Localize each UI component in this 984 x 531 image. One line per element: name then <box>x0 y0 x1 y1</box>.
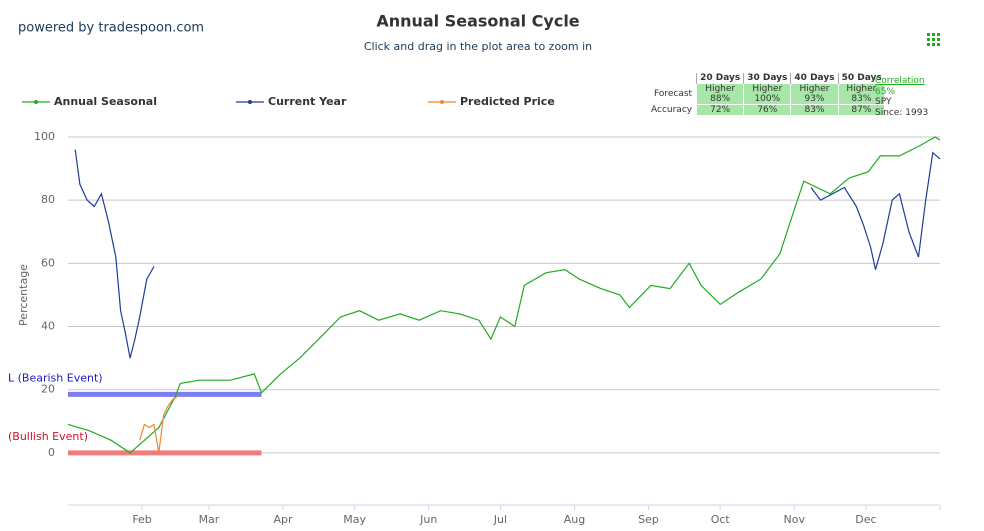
y-tick-label: 100 <box>34 130 55 143</box>
legend-label: Annual Seasonal <box>54 95 157 108</box>
table-cell: 87% <box>837 104 886 116</box>
cell-text: Higher <box>846 84 877 94</box>
y-tick-label: 60 <box>41 256 55 269</box>
event-label: L (Bearish Event) <box>8 371 103 384</box>
cell-text: Higher <box>799 84 830 94</box>
cell-text: 83% <box>851 94 872 104</box>
table-corner <box>648 73 697 84</box>
y-tick-label: 40 <box>41 320 55 333</box>
cell-text: Higher <box>752 84 783 94</box>
correlation-box: Correlation 65% SPY Since: 1993 <box>875 76 928 118</box>
table-row: Forecast Higher 88% Higher 100% Higher 93% High… <box>648 83 886 105</box>
y-tick-label: 0 <box>48 446 55 459</box>
table-cell: Higher 100% <box>743 83 792 105</box>
column-header: 20 Days <box>696 73 744 84</box>
side-text: 65% <box>875 86 896 97</box>
correlation-link[interactable]: Correlation <box>875 76 925 86</box>
legend-item: Current Year <box>236 95 347 108</box>
x-tick-label: Apr <box>273 513 293 526</box>
x-tick-label: Oct <box>711 513 731 526</box>
legend-marker <box>440 100 444 104</box>
table-cell: Higher 83% <box>837 83 886 105</box>
legend-marker <box>34 100 38 104</box>
column-header: 50 Days <box>837 73 885 84</box>
table-cell: 76% <box>743 104 792 116</box>
x-tick-label: Aug <box>564 513 585 526</box>
table-row: Accuracy 72% 76% 83% 87% <box>648 104 886 116</box>
cell-text: 88% <box>710 94 731 104</box>
x-tick-label: Feb <box>132 513 151 526</box>
cell-text: 93% <box>804 94 825 104</box>
y-tick-label: 80 <box>41 193 55 206</box>
cell-text: Higher <box>705 84 736 94</box>
side-text: Since: 1993 <box>875 107 929 118</box>
chart-title: Annual Seasonal Cycle <box>376 12 579 31</box>
cell-text: 100% <box>754 94 781 104</box>
chart-subtitle: Click and drag in the plot area to zoom … <box>364 40 592 53</box>
legend-label: Predicted Price <box>460 95 555 108</box>
series-line <box>67 136 941 454</box>
series-line <box>74 149 941 359</box>
x-tick-label: Mar <box>199 513 220 526</box>
side-text: SPY <box>875 97 892 107</box>
legend-label: Current Year <box>268 95 347 108</box>
row-label: Forecast <box>654 89 693 99</box>
table-cell: Higher 88% <box>696 83 745 105</box>
column-header: 30 Days <box>743 73 791 84</box>
x-tick-label: Jul <box>493 513 507 526</box>
table-cell: Higher 93% <box>790 83 839 105</box>
x-tick-label: Dec <box>855 513 876 526</box>
y-axis-label: Percentage <box>17 264 30 326</box>
x-tick-label: Nov <box>784 513 806 526</box>
x-tick-label: Sep <box>638 513 659 526</box>
menu-icon[interactable] <box>927 33 940 46</box>
x-tick-label: May <box>343 513 366 526</box>
x-tick-label: Jun <box>419 513 437 526</box>
column-header: 40 Days <box>790 73 839 84</box>
legend-marker <box>248 100 252 104</box>
series-line <box>139 395 179 453</box>
legend-item: Predicted Price <box>428 95 555 108</box>
event-label: (Bullish Event) <box>8 430 88 443</box>
table-cell: 72% <box>696 104 745 116</box>
table-cell: 83% <box>790 104 839 116</box>
row-label: Accuracy <box>651 105 693 115</box>
table-header: 20 Days 30 Days 40 Days 50 Days <box>648 73 885 84</box>
legend-item: Annual Seasonal <box>22 95 157 108</box>
y-tick-label: 20 <box>41 383 55 396</box>
brand: powered by tradespoon.com <box>18 21 204 36</box>
forecast-table: 20 Days 30 Days 40 Days 50 Days Forecast High… <box>648 73 886 116</box>
